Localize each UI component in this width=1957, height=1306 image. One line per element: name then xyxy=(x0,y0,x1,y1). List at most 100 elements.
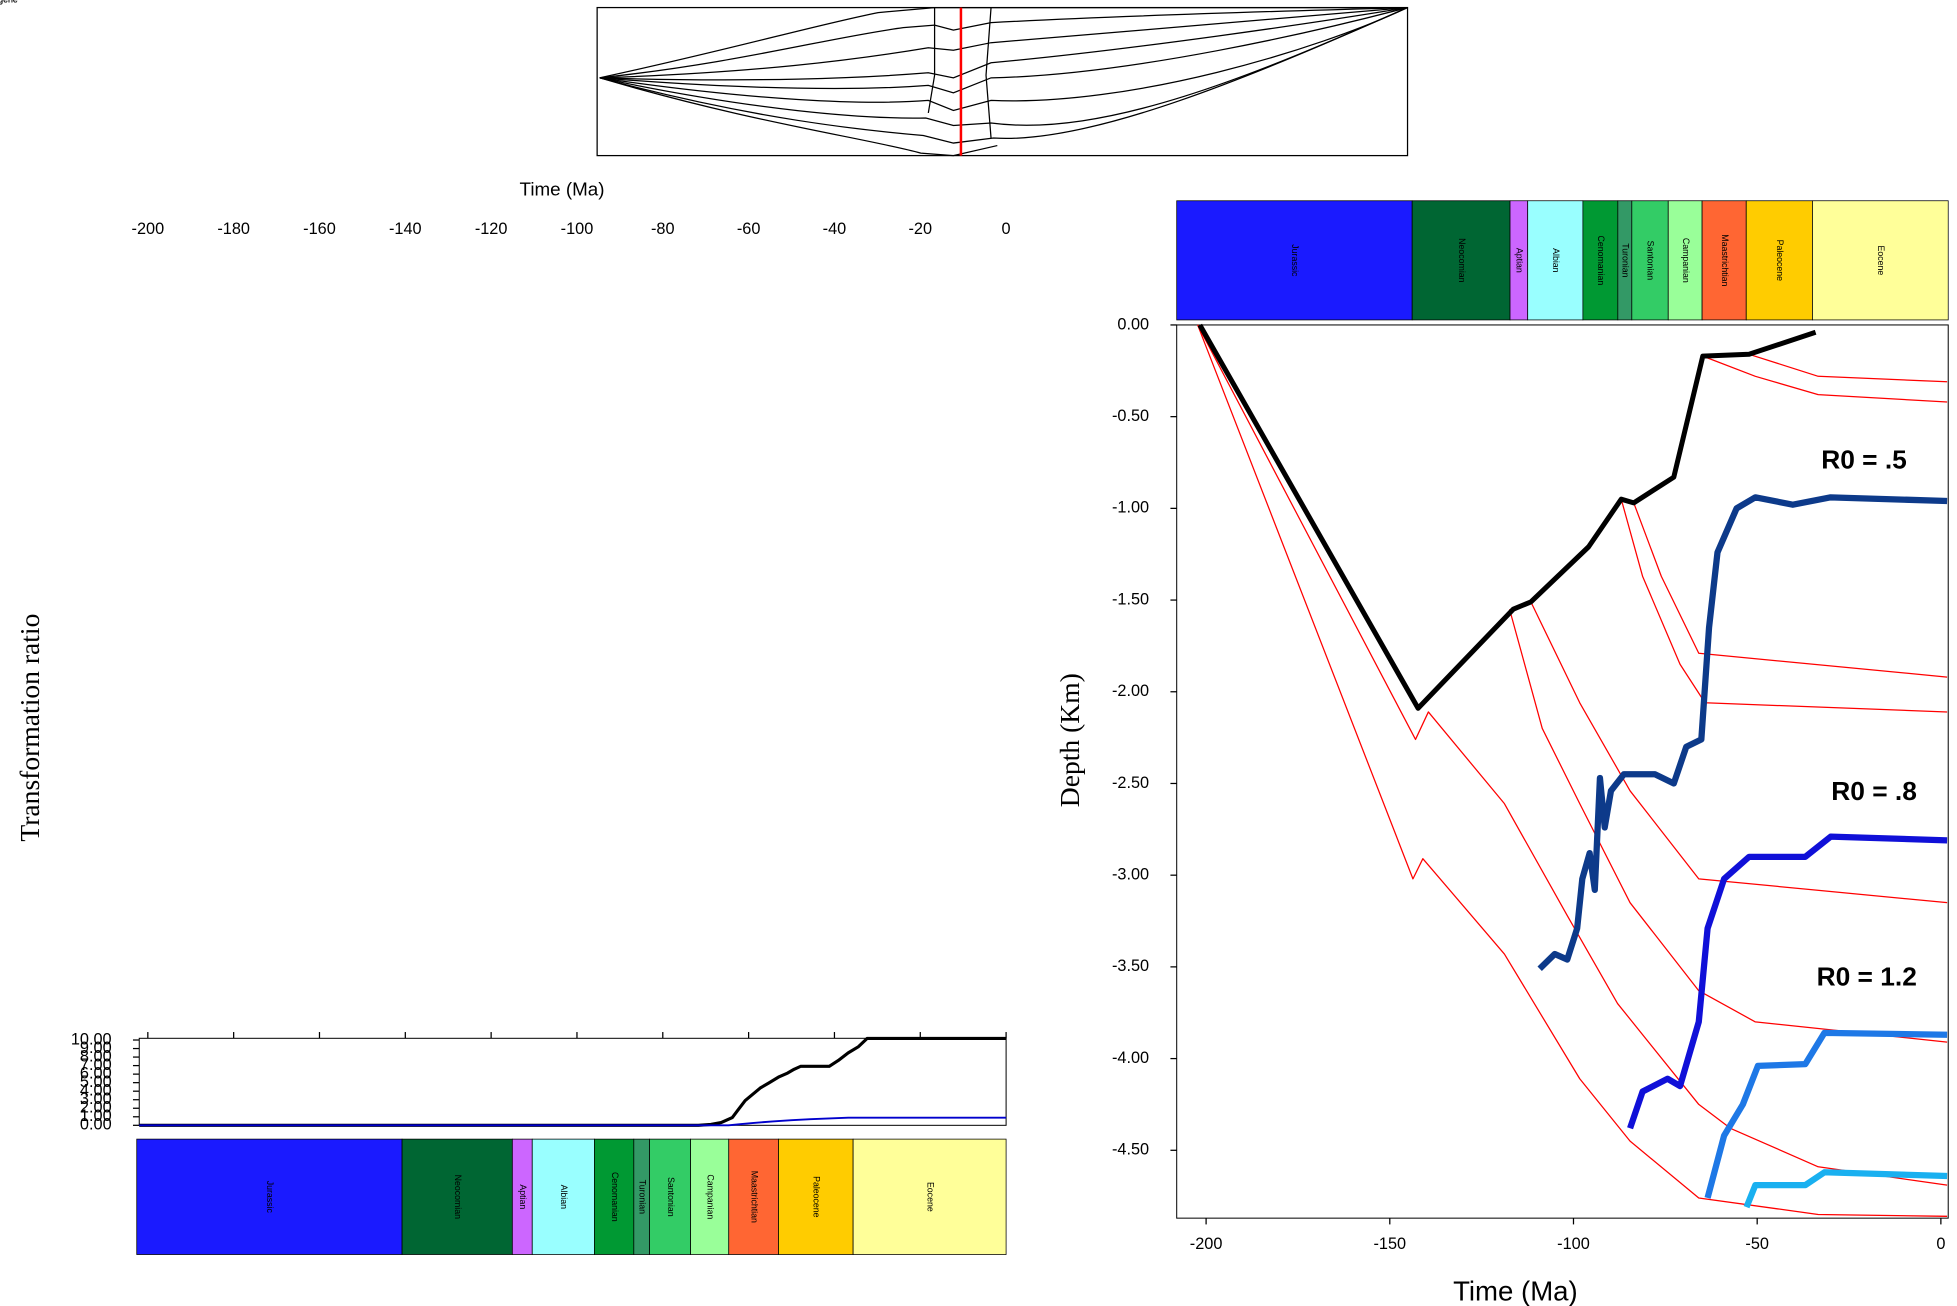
stage-label: Aptian xyxy=(518,1184,528,1209)
stage-block xyxy=(1701,200,1747,321)
plot-frame xyxy=(138,1037,1007,1126)
data-line xyxy=(139,1116,1007,1127)
stage-label: Jurassic xyxy=(265,1181,275,1214)
annotation: R0 = .8 xyxy=(1831,776,1917,806)
y-tick-label: -4.00 xyxy=(1112,1049,1149,1067)
stage-label: Albian xyxy=(559,1185,569,1209)
y-tick-label: -2.50 xyxy=(1112,774,1149,792)
x-tick-label: -140 xyxy=(389,220,422,238)
y-tick-label: 8.00 xyxy=(80,1047,112,1065)
stage-label: Jurassic xyxy=(1290,244,1300,277)
y-tick-label: 2.00 xyxy=(80,1099,112,1117)
y-tick-label: -4.50 xyxy=(1112,1141,1149,1159)
data-line xyxy=(1197,324,1948,1186)
stage-label: Eocene xyxy=(925,1182,935,1212)
stage-block xyxy=(401,1138,513,1255)
stage-block xyxy=(1631,200,1669,321)
stage-block xyxy=(1812,200,1949,321)
horizon xyxy=(599,6,1408,79)
horizon xyxy=(599,6,1408,127)
data-line xyxy=(1197,324,1948,1217)
stage-block xyxy=(1176,200,1413,321)
y-tick-label: -0.50 xyxy=(1112,407,1149,425)
x-tick-label: -50 xyxy=(1745,1235,1769,1253)
stage-block xyxy=(1667,200,1703,321)
y-tick-label: 7.00 xyxy=(80,1056,112,1074)
horizon xyxy=(599,6,1408,144)
horizon xyxy=(599,6,1408,94)
data-line xyxy=(1704,1029,1948,1199)
y-tick-label: 4.00 xyxy=(80,1082,112,1100)
stage-block xyxy=(1582,200,1619,321)
data-line xyxy=(1620,499,1948,713)
annotation: R0 = .5 xyxy=(1821,445,1907,475)
data-line xyxy=(1627,833,1948,1130)
data-line xyxy=(1633,502,1948,678)
stage-label: Paleocene xyxy=(1775,240,1785,282)
x-tick-label: 0 xyxy=(1002,220,1011,238)
annotation: R0 = 1.2 xyxy=(1817,961,1917,991)
stage-label: Maastrichtian xyxy=(1720,234,1730,286)
stage-block xyxy=(728,1138,779,1255)
y-tick-label: 1.00 xyxy=(80,1107,112,1125)
plot-frame xyxy=(1176,324,1949,1219)
y-tick-label: 3.00 xyxy=(80,1090,112,1108)
stage-label: Neocomian xyxy=(453,1175,463,1219)
horizon xyxy=(599,6,1408,81)
stage-label: Cenomanian xyxy=(610,1172,620,1222)
x-tick-label: -200 xyxy=(132,220,165,238)
y-tick-label: -1.00 xyxy=(1112,499,1149,517)
horizon xyxy=(599,77,998,157)
x-tick-label: -160 xyxy=(303,220,336,238)
x-tick-label: -60 xyxy=(737,220,761,238)
stage-label: Neogene xyxy=(0,0,18,4)
y-tick-label: 9.00 xyxy=(80,1039,112,1057)
y-tick-label: 5.00 xyxy=(80,1073,112,1091)
stage-block xyxy=(690,1138,730,1255)
stage-block xyxy=(852,1138,1007,1255)
stage-label: Neogene xyxy=(0,0,18,4)
data-line xyxy=(1197,323,1817,711)
stage-label: Eocene xyxy=(1876,245,1886,275)
y-tick-label: 10.00 xyxy=(71,1030,112,1048)
horizon xyxy=(599,6,1408,79)
x-tick-label: -100 xyxy=(561,220,594,238)
y-axis-title: Transformation ratio xyxy=(14,614,45,842)
stage-block xyxy=(778,1138,854,1255)
stage-label: Campanian xyxy=(1681,238,1691,283)
data-line xyxy=(1530,601,1948,904)
data-line xyxy=(1702,355,1948,403)
x-tick-label: 0 xyxy=(1936,1235,1945,1253)
stage-label: Aptian xyxy=(1515,248,1525,273)
stage-label: Cenomanian xyxy=(1596,235,1606,285)
cross-section xyxy=(596,6,1409,157)
section-frame xyxy=(596,6,1409,157)
y-tick-label: -3.00 xyxy=(1112,865,1149,883)
horizon xyxy=(599,6,1408,112)
x-axis-title: Time (Ma) xyxy=(520,179,605,200)
stage-label: Turonian xyxy=(637,1180,647,1214)
stage-label: Neocomian xyxy=(1457,238,1467,282)
x-axis-title: Time (Ma) xyxy=(1453,1276,1578,1306)
y-axis-title: Depth (Km) xyxy=(1054,673,1085,807)
x-tick-label: -150 xyxy=(1373,1235,1406,1253)
y-tick-label: -3.50 xyxy=(1112,957,1149,975)
stage-label: Campanian xyxy=(705,1174,715,1219)
x-tick-label: -20 xyxy=(908,220,932,238)
x-tick-label: -100 xyxy=(1557,1235,1590,1253)
stage-block xyxy=(1411,200,1511,321)
stage-block xyxy=(531,1138,595,1255)
data-line xyxy=(139,1036,1007,1127)
x-tick-label: -180 xyxy=(217,220,250,238)
data-line xyxy=(1537,494,1948,971)
stage-block xyxy=(136,1138,403,1255)
y-tick-label: 0.00 xyxy=(1117,315,1149,333)
x-tick-label: -120 xyxy=(475,220,508,238)
y-tick-label: -2.00 xyxy=(1112,682,1149,700)
stage-label: Maastrichtian xyxy=(749,1171,759,1223)
stage-label: Santonian xyxy=(666,1177,676,1217)
stage-block xyxy=(649,1138,691,1255)
stage-label: Paleocene xyxy=(811,1176,821,1218)
